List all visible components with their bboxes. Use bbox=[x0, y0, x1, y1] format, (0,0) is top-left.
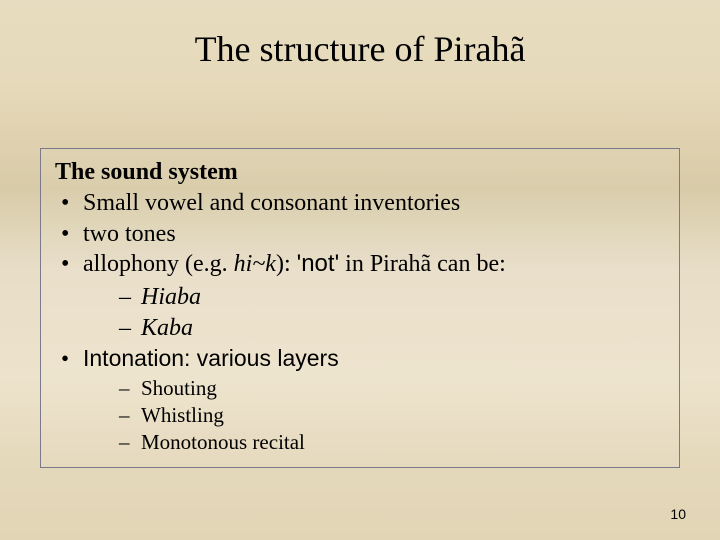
italic-term: hi~k bbox=[234, 251, 276, 277]
bullet-text: ): bbox=[276, 251, 297, 277]
bullet-text: Intonation: various layers bbox=[83, 345, 339, 371]
slide-title: The structure of Pirahã bbox=[0, 0, 720, 70]
bullet-item: allophony (e.g. hi~k): 'not' in Pirahã c… bbox=[55, 249, 665, 343]
quoted-word: 'not' bbox=[297, 250, 340, 277]
bullet-text: allophony (e.g. bbox=[83, 251, 234, 277]
sub-item: Kaba bbox=[83, 313, 665, 344]
sub-item: Whistling bbox=[83, 402, 665, 429]
sub-list: Hiaba Kaba bbox=[83, 282, 665, 343]
bullet-item: two tones bbox=[55, 219, 665, 250]
bullet-text: in Pirahã can be: bbox=[339, 251, 506, 277]
sub-item: Shouting bbox=[83, 375, 665, 402]
bullet-list: Small vowel and consonant inventories tw… bbox=[55, 188, 665, 456]
sub-item: Hiaba bbox=[83, 282, 665, 313]
sub-item: Monotonous recital bbox=[83, 429, 665, 456]
slide: The structure of Pirahã The sound system… bbox=[0, 0, 720, 540]
sub-list: Shouting Whistling Monotonous recital bbox=[83, 375, 665, 456]
bullet-item: Intonation: various layers Shouting Whis… bbox=[55, 344, 665, 456]
page-number: 10 bbox=[670, 506, 686, 522]
content-box: The sound system Small vowel and consona… bbox=[40, 148, 680, 468]
section-heading: The sound system bbox=[55, 159, 665, 186]
bullet-item: Small vowel and consonant inventories bbox=[55, 188, 665, 219]
